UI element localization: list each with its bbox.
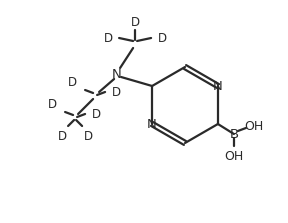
Text: D: D xyxy=(48,99,57,112)
Text: OH: OH xyxy=(224,149,244,163)
Text: D: D xyxy=(67,76,77,89)
Text: D: D xyxy=(58,130,67,143)
Text: D: D xyxy=(103,31,113,45)
Text: N: N xyxy=(147,118,157,130)
Text: D: D xyxy=(92,107,101,120)
Text: N: N xyxy=(112,68,122,81)
Text: N: N xyxy=(213,80,223,93)
Text: D: D xyxy=(130,16,140,29)
Text: OH: OH xyxy=(244,120,264,132)
Text: D: D xyxy=(111,85,121,99)
Text: D: D xyxy=(158,31,167,45)
Text: B: B xyxy=(229,128,238,140)
Text: D: D xyxy=(84,130,93,143)
